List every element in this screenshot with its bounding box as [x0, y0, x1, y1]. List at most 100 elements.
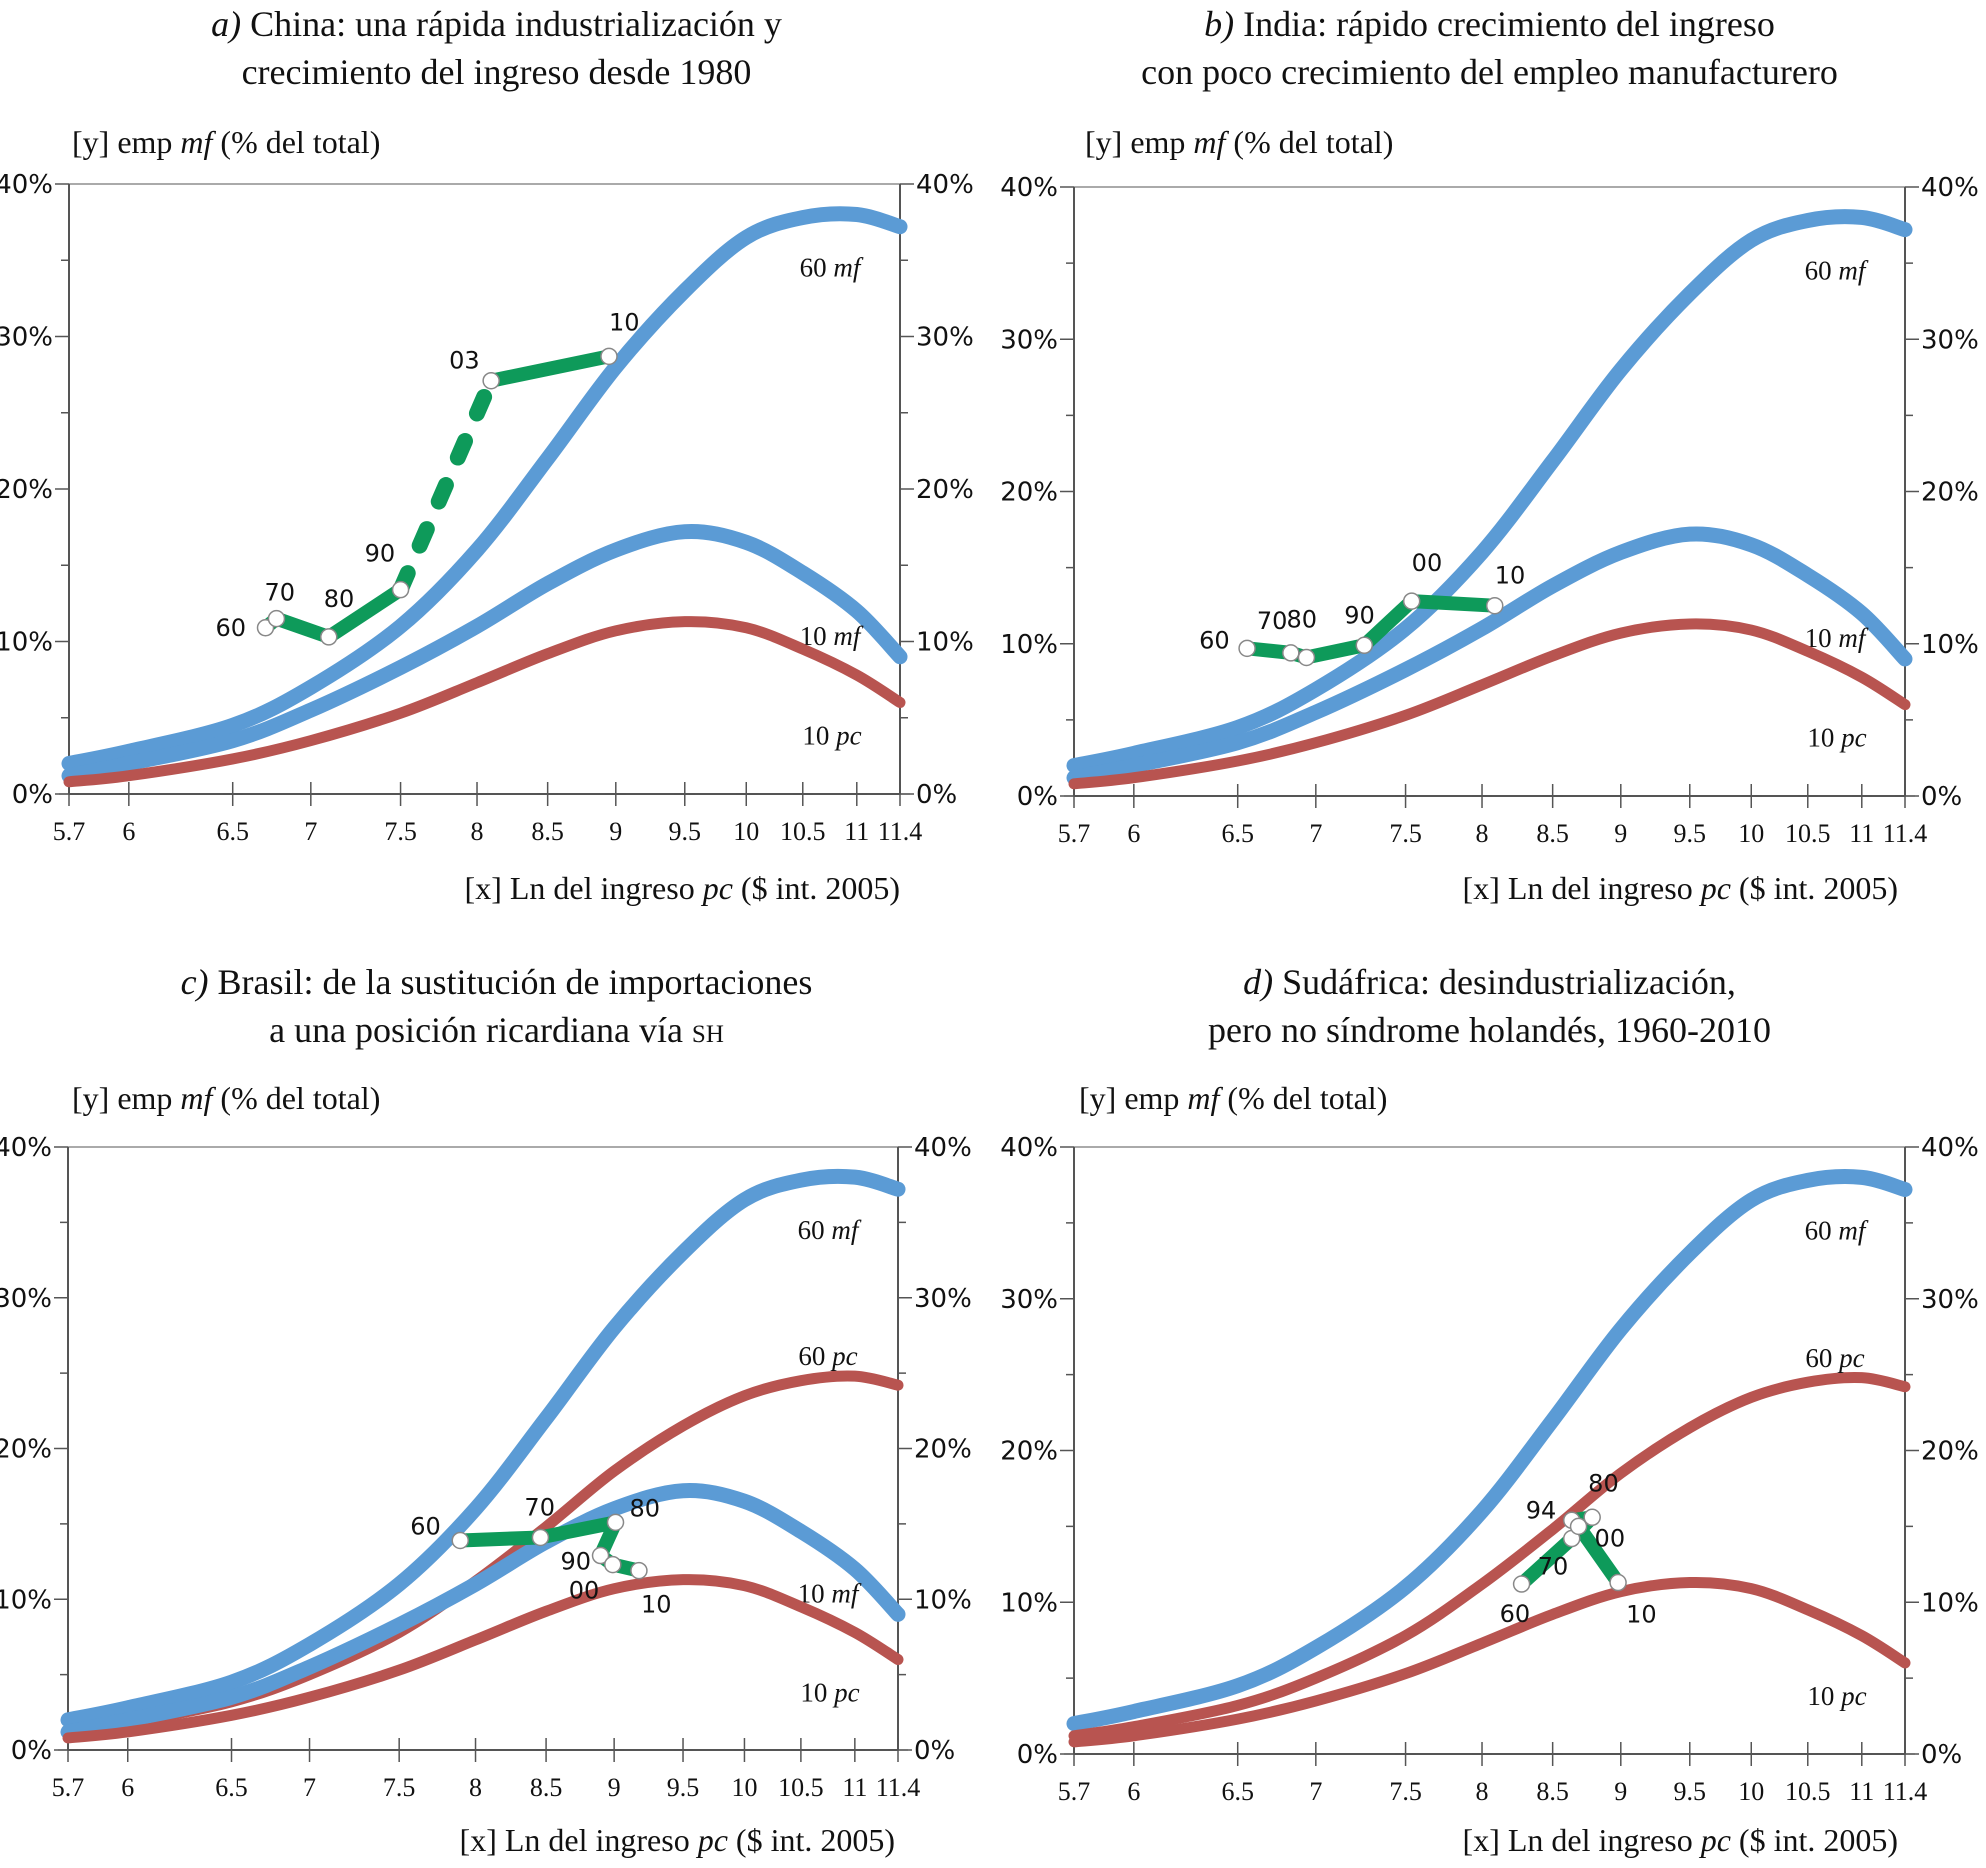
x-tick-label: 8: [471, 817, 484, 846]
y-tick-label-left: 20%: [0, 1435, 52, 1465]
x-tick-label: 11.4: [878, 817, 923, 846]
y-tick-label-left: 0%: [1017, 1740, 1058, 1770]
x-tick-label: 8.5: [531, 817, 564, 846]
country-path-segment: [533, 1515, 623, 1545]
curve-60-mf: [1066, 1169, 1913, 1732]
year-label: 60: [1199, 626, 1230, 654]
x-tick-label: 7: [1309, 819, 1322, 848]
country-point: [600, 347, 618, 366]
y-tick-label-left: 30%: [0, 1284, 52, 1314]
panel-b: b) India: rápido crecimiento del ingreso…: [993, 0, 1986, 934]
year-label: 60: [1500, 1600, 1531, 1628]
panel-title: c) Brasil: de la sustitución de importac…: [0, 958, 993, 1054]
country-path-segment: [1357, 594, 1419, 653]
y-tick-label-right: 40%: [1921, 1133, 1979, 1163]
title-line-2: a una posición ricardiana vía: [269, 1010, 692, 1050]
curve-10-pc: [62, 1574, 904, 1744]
curve-10-pc: [1068, 1576, 1911, 1748]
year-label: 70: [1538, 1553, 1569, 1581]
title-line-2: con poco crecimiento del empleo manufact…: [1141, 52, 1838, 92]
year-label: 94: [1526, 1496, 1557, 1524]
y-tick-label-left: 10%: [0, 1585, 52, 1615]
x-tick-label: 10.5: [780, 817, 826, 846]
y-tick-label-left: 10%: [1000, 630, 1058, 660]
x-axis-label: [x] Ln del ingreso pc ($ int. 2005): [1462, 1822, 1898, 1858]
y-axis-label: [y] emp mf (% del total): [1079, 1080, 1388, 1116]
x-tick-label: 11.4: [1883, 819, 1928, 848]
curve-10-mf: [61, 524, 908, 784]
country-point: [391, 580, 410, 599]
title-line-2: pero no síndrome holandés, 1960-2010: [1208, 1010, 1771, 1050]
x-tick-label: 6: [1127, 819, 1140, 848]
country-point: [630, 1561, 648, 1580]
country-point: [1355, 636, 1374, 655]
y-axis-label: [y] emp mf (% del total): [72, 1080, 381, 1116]
year-label: 10: [1626, 1601, 1657, 1629]
country-path-segment: [484, 349, 616, 388]
x-tick-label: 8.5: [530, 1773, 563, 1802]
title-line-2: crecimiento del ingreso desde 1980: [241, 52, 752, 92]
year-label: 90: [365, 540, 396, 568]
country-point: [1512, 1575, 1531, 1593]
title-prefix: c): [180, 962, 209, 1002]
x-tick-label: 11: [844, 817, 869, 846]
curve-label: 60 pc: [1805, 1343, 1864, 1373]
x-tick-label: 9: [609, 817, 622, 846]
y-tick-label-left: 30%: [0, 323, 53, 353]
y-tick-label-left: 20%: [1000, 1437, 1058, 1467]
y-axis-label: [y] emp mf (% del total): [1085, 124, 1394, 160]
year-label: 80: [630, 1494, 661, 1522]
x-tick-label: 11: [842, 1773, 867, 1802]
panel-title: a) China: una rápida industrialización y…: [0, 0, 993, 96]
x-tick-label: 8: [1476, 819, 1489, 848]
x-tick-label: 10: [1738, 1777, 1764, 1806]
year-label: 80: [1588, 1469, 1619, 1497]
x-tick-label: 9: [608, 1773, 621, 1802]
x-axis-label: [x] Ln del ingreso pc ($ int. 2005): [459, 1822, 895, 1858]
year-label: 80: [324, 585, 355, 613]
year-label: 00: [1412, 549, 1443, 577]
chart-plot: 0% 0% 10% 10% 20% 20% 30% 30% 40% 40% 5.7 6 6.5 7 7.5 8…: [1000, 173, 1979, 848]
title-line-1: China: una rápida industrialización y: [250, 4, 782, 44]
y-tick-label-left: 0%: [11, 1736, 52, 1766]
x-tick-label: 10.5: [1785, 819, 1831, 848]
x-tick-label: 10: [733, 817, 759, 846]
y-tick-label-right: 10%: [916, 628, 974, 658]
country-point: [482, 371, 500, 390]
curve-label: 60 mf: [798, 1215, 862, 1245]
year-label: 80: [1286, 605, 1317, 633]
title-prefix: b): [1204, 4, 1235, 44]
chart-plot: 0% 0% 10% 10% 20% 20% 30% 30% 40% 40% 5.7 6 6.5 7 7.5 8…: [1000, 1133, 1979, 1806]
country-path-segment: [453, 1530, 548, 1548]
country-point: [1583, 1508, 1601, 1527]
x-tick-label: 8.5: [1536, 819, 1569, 848]
y-tick-label-left: 20%: [0, 475, 53, 505]
x-tick-label: 11: [1849, 1777, 1874, 1806]
curve-10-pc: [63, 616, 906, 788]
y-tick-label-right: 0%: [1921, 782, 1962, 812]
x-tick-label: 5.7: [52, 1773, 85, 1802]
x-tick-label: 6.5: [215, 1773, 248, 1802]
y-tick-label-right: 10%: [1921, 630, 1979, 660]
x-tick-label: 6.5: [1221, 1777, 1254, 1806]
y-tick-label-right: 0%: [914, 1736, 955, 1766]
y-tick-label-right: 20%: [1921, 1437, 1979, 1467]
y-tick-label-left: 40%: [0, 1133, 52, 1163]
x-tick-label: 10: [1738, 819, 1764, 848]
curve-10-mf: [1066, 526, 1913, 786]
title-line-1: Brasil: de la sustitución de importacion…: [217, 962, 813, 1002]
x-tick-label: 6.5: [216, 817, 249, 846]
chart-plot: 0% 0% 10% 10% 20% 20% 30% 30% 40% 40% 5.7 6 6.5 7 7.5 8…: [0, 170, 974, 846]
year-label: 10: [609, 308, 640, 336]
y-axis-label: [y] emp mf (% del total): [72, 124, 381, 160]
title-line-1: India: rápido crecimiento del ingreso: [1243, 4, 1775, 44]
panel-c: c) Brasil: de la sustitución de importac…: [0, 934, 993, 1868]
x-tick-label: 6.5: [1221, 819, 1254, 848]
y-tick-label-right: 40%: [916, 170, 974, 200]
y-tick-label-left: 0%: [1017, 782, 1058, 812]
curve-10-mf: [60, 1483, 906, 1740]
x-tick-label: 7.5: [1389, 1777, 1422, 1806]
x-tick-label: 9.5: [669, 817, 702, 846]
x-axis-label: [x] Ln del ingreso pc ($ int. 2005): [464, 870, 900, 906]
x-tick-label: 8: [469, 1773, 482, 1802]
